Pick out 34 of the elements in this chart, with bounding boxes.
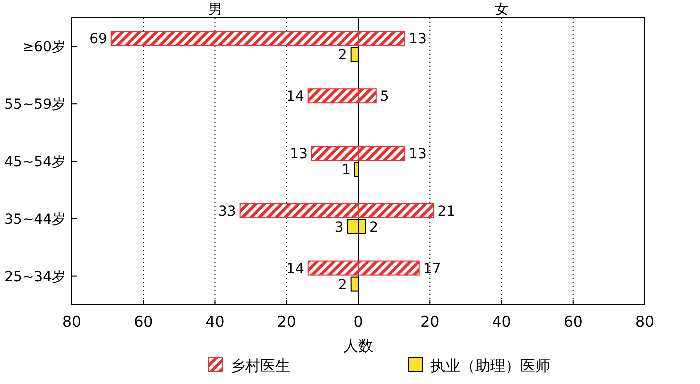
y-tick-label: 25~34岁 [4,269,66,286]
data-label: 3 [334,220,344,236]
legend-label: 执业（助理）医师 [430,357,550,375]
data-label: 5 [380,89,390,106]
y-tick-label: ≥60岁 [22,40,66,56]
data-label: 13 [290,146,308,162]
x-tick-label: 40 [492,313,512,331]
data-label: 17 [423,261,442,278]
x-tick-label: 0 [354,313,364,331]
x-tick-label: 60 [134,313,154,331]
x-tick-label: 80 [62,313,82,331]
chart-title: 女 [494,2,509,18]
y-tick-label: 55~59岁 [4,97,66,114]
chart-title: 男 [208,2,222,18]
y-tick-label: 35~44岁 [4,212,66,228]
x-axis-title: 人数 [344,337,374,355]
data-label: 33 [218,204,236,220]
x-tick-label: 60 [564,313,583,331]
x-tick-label: 40 [206,313,225,331]
x-tick-label: 20 [277,313,296,331]
data-label: 2 [338,277,348,294]
data-label: 2 [370,220,379,236]
legend-label: 乡村医生 [230,357,290,375]
x-tick-label: 80 [635,313,655,331]
data-label: 2 [338,48,348,64]
y-tick-label: 45~54岁 [4,154,66,170]
x-tick-label: 20 [420,313,440,331]
data-label: 13 [409,146,427,162]
data-label: 21 [438,204,456,220]
data-label: 13 [409,32,427,48]
data-label: 1 [342,162,351,178]
data-label: 69 [90,32,108,48]
data-label: 14 [286,89,304,106]
data-label: 14 [286,261,304,278]
